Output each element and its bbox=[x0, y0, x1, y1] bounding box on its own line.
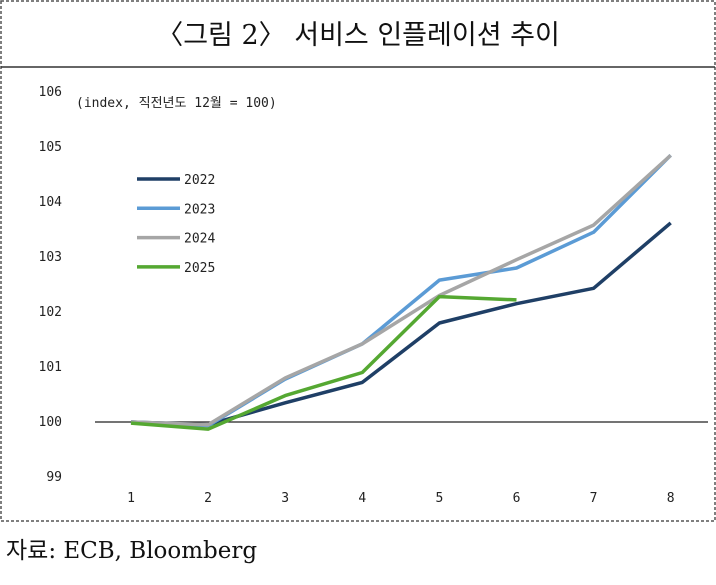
x-tick-label: 7 bbox=[590, 491, 598, 506]
legend-label: 2024 bbox=[184, 232, 215, 247]
y-tick-label: 104 bbox=[39, 195, 63, 210]
y-tick-label: 105 bbox=[39, 140, 62, 155]
y-axis-label: (index, 직전년도 12월 = 100) bbox=[76, 96, 277, 111]
y-tick-label: 100 bbox=[39, 415, 62, 430]
y-tick-label: 106 bbox=[39, 85, 62, 100]
x-tick-label: 3 bbox=[281, 491, 289, 506]
series-line bbox=[130, 154, 672, 427]
series-line bbox=[130, 221, 672, 427]
y-tick-label: 103 bbox=[39, 250, 62, 265]
y-tick-label: 102 bbox=[39, 305, 62, 320]
chart-frame bbox=[0, 0, 716, 522]
y-tick-label: 99 bbox=[46, 470, 62, 485]
x-tick-label: 6 bbox=[513, 491, 521, 506]
legend-label: 2022 bbox=[184, 173, 215, 188]
x-tick-label: 5 bbox=[435, 491, 443, 506]
series-line bbox=[130, 294, 517, 431]
legend-label: 2025 bbox=[184, 261, 215, 276]
source-note: 자료: ECB, Bloomberg bbox=[6, 538, 257, 564]
x-tick-label: 4 bbox=[358, 491, 366, 506]
x-tick-label: 2 bbox=[204, 491, 212, 506]
x-tick-label: 8 bbox=[667, 491, 675, 506]
x-tick-label: 1 bbox=[127, 491, 135, 506]
legend-label: 2023 bbox=[184, 202, 215, 217]
chart-title: 〈그림 2〉 서비스 인플레이션 추이 bbox=[156, 20, 560, 51]
y-tick-label: 101 bbox=[39, 360, 62, 375]
